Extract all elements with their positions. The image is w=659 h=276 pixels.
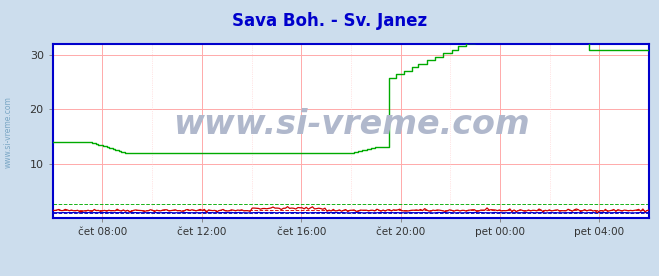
Text: Sava Boh. - Sv. Janez: Sava Boh. - Sv. Janez: [232, 12, 427, 30]
Text: www.si-vreme.com: www.si-vreme.com: [3, 97, 13, 168]
Text: www.si-vreme.com: www.si-vreme.com: [173, 108, 529, 141]
